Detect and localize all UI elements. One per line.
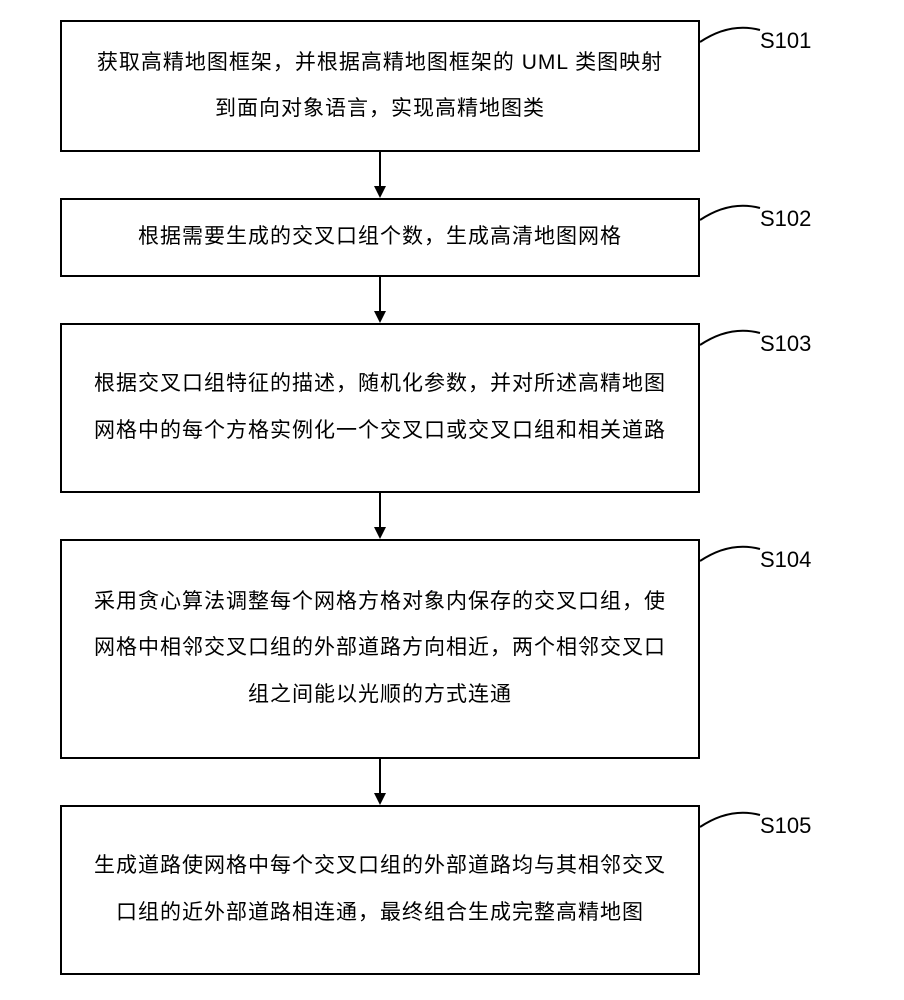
step-text-s105: 生成道路使网格中每个交叉口组的外部道路均与其相邻交叉口组的近外部道路相连通，最终… — [86, 843, 674, 935]
connector-curve-s102 — [700, 198, 760, 238]
step-box-s103: 根据交叉口组特征的描述，随机化参数，并对所述高精地图网格中的每个方格实例化一个交… — [60, 323, 700, 493]
step-label-s103: S103 — [760, 331, 811, 357]
step-label-s105: S105 — [760, 813, 811, 839]
step-box-s102: 根据需要生成的交叉口组个数，生成高清地图网格 — [60, 198, 700, 276]
step-row-3: 根据交叉口组特征的描述，随机化参数，并对所述高精地图网格中的每个方格实例化一个交… — [60, 323, 860, 493]
arrow-2-3 — [60, 277, 700, 323]
step-row-5: 生成道路使网格中每个交叉口组的外部道路均与其相邻交叉口组的近外部道路相连通，最终… — [60, 805, 860, 975]
arrow-down-icon — [370, 277, 390, 323]
arrow-down-icon — [370, 152, 390, 198]
step-text-s104: 采用贪心算法调整每个网格方格对象内保存的交叉口组，使网格中相邻交叉口组的外部道路… — [86, 579, 674, 718]
step-box-s105: 生成道路使网格中每个交叉口组的外部道路均与其相邻交叉口组的近外部道路相连通，最终… — [60, 805, 700, 975]
step-label-s104: S104 — [760, 547, 811, 573]
step-box-s101: 获取高精地图框架，并根据高精地图框架的 UML 类图映射到面向对象语言，实现高精… — [60, 20, 700, 152]
step-row-4: 采用贪心算法调整每个网格方格对象内保存的交叉口组，使网格中相邻交叉口组的外部道路… — [60, 539, 860, 759]
arrow-3-4 — [60, 493, 700, 539]
step-box-s104: 采用贪心算法调整每个网格方格对象内保存的交叉口组，使网格中相邻交叉口组的外部道路… — [60, 539, 700, 759]
step-label-s102: S102 — [760, 206, 811, 232]
arrow-down-icon — [370, 493, 390, 539]
step-label-s101: S101 — [760, 28, 811, 54]
step-row-1: 获取高精地图框架，并根据高精地图框架的 UML 类图映射到面向对象语言，实现高精… — [60, 20, 860, 152]
step-row-2: 根据需要生成的交叉口组个数，生成高清地图网格 S102 — [60, 198, 860, 276]
arrow-1-2 — [60, 152, 700, 198]
flowchart-container: 获取高精地图框架，并根据高精地图框架的 UML 类图映射到面向对象语言，实现高精… — [60, 20, 860, 975]
connector-curve-s105 — [700, 805, 760, 845]
connector-curve-s104 — [700, 539, 760, 579]
connector-curve-s103 — [700, 323, 760, 363]
arrow-down-icon — [370, 759, 390, 805]
step-text-s101: 获取高精地图框架，并根据高精地图框架的 UML 类图映射到面向对象语言，实现高精… — [86, 40, 674, 132]
connector-curve-s101 — [700, 20, 760, 60]
arrow-4-5 — [60, 759, 700, 805]
step-text-s103: 根据交叉口组特征的描述，随机化参数，并对所述高精地图网格中的每个方格实例化一个交… — [86, 361, 674, 453]
step-text-s102: 根据需要生成的交叉口组个数，生成高清地图网格 — [86, 214, 674, 260]
